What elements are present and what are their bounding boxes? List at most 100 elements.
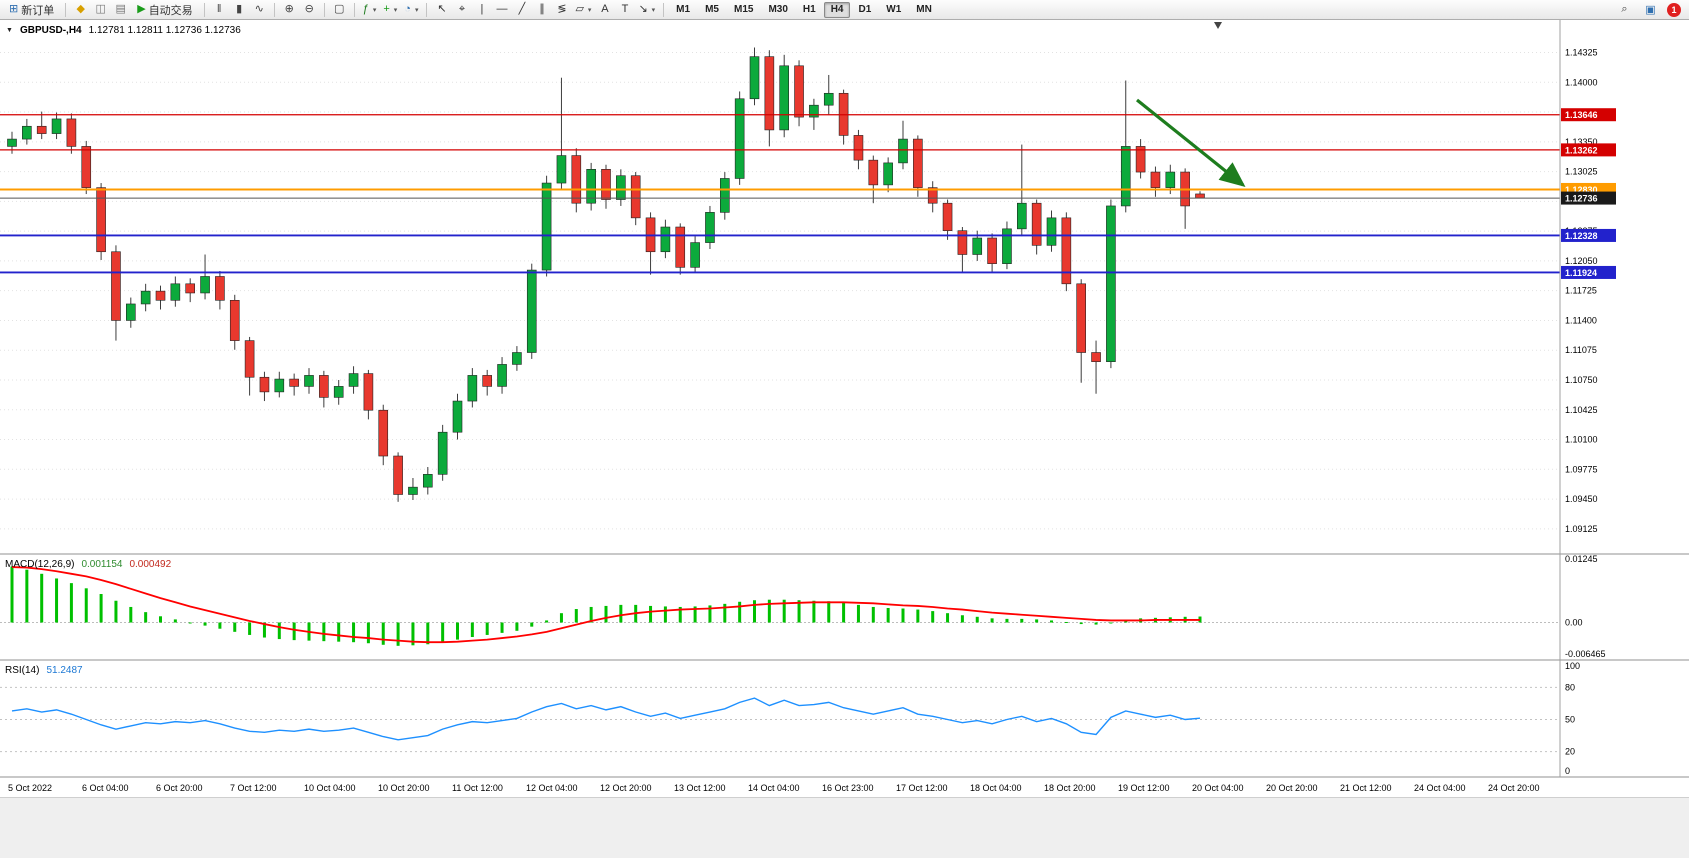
zoom-in-icon[interactable]: ⊕: [280, 1, 299, 18]
data-window-icon-glyph: ▤: [115, 3, 126, 15]
svg-text:16 Oct 23:00: 16 Oct 23:00: [822, 783, 874, 793]
toolbar-separator: [203, 2, 205, 17]
svg-text:20 Oct 04:00: 20 Oct 04:00: [1192, 783, 1244, 793]
trendline-icon[interactable]: ╱: [512, 1, 531, 18]
autochartist-icon[interactable]: ◆: [71, 1, 90, 18]
zoom-in-icon-glyph: ⊕: [284, 3, 294, 15]
timeframe-w1[interactable]: W1: [886, 4, 902, 15]
new-order-button[interactable]: ⊞ 新订单: [3, 1, 60, 18]
tile-windows-icon-glyph: ▢: [333, 3, 345, 15]
level-line-1.13262[interactable]: 1.13262: [0, 143, 1616, 157]
candles-series[interactable]: [7, 47, 1205, 502]
timeframe-h1[interactable]: H1: [802, 4, 816, 15]
timeframe-m30[interactable]: M30: [768, 4, 788, 15]
metaquotes-icon[interactable]: ▣: [1645, 4, 1656, 16]
svg-text:1.11725: 1.11725: [1565, 286, 1597, 296]
svg-text:1.13646: 1.13646: [1565, 110, 1598, 120]
macd-name: MACD(12,26,9): [5, 559, 75, 570]
svg-text:7 Oct 12:00: 7 Oct 12:00: [230, 783, 277, 793]
toolbar-separator: [273, 2, 275, 17]
bar-chart-icon[interactable]: ǁ: [210, 1, 229, 18]
crosshair-icon[interactable]: ⌖: [452, 1, 471, 18]
periods-icon[interactable]: ◔ ▾: [401, 1, 421, 18]
level-line-1.12736[interactable]: 1.12736: [0, 191, 1616, 205]
add-indicator-icon-glyph: +: [383, 3, 390, 15]
svg-text:1.12830: 1.12830: [1565, 185, 1598, 195]
svg-text:1.11075: 1.11075: [1565, 345, 1597, 355]
collapse-icon[interactable]: ▼: [6, 27, 13, 34]
svg-text:1.11924: 1.11924: [1565, 268, 1597, 278]
horizontal-line-icon[interactable]: ―: [492, 1, 511, 18]
trend-arrow-annotation[interactable]: [1135, 98, 1246, 188]
zoom-out-icon-glyph: ⊖: [304, 3, 314, 15]
svg-text:13 Oct 12:00: 13 Oct 12:00: [674, 783, 726, 793]
channel-icon[interactable]: ∥: [532, 1, 551, 18]
svg-text:0.00: 0.00: [1565, 618, 1583, 628]
search-icon[interactable]: ⌕: [1621, 3, 1628, 15]
tile-windows-icon[interactable]: ▢: [330, 1, 349, 18]
indicators-icon[interactable]: ƒ ▾: [360, 1, 380, 18]
new-order-button-label: 新订单: [21, 4, 55, 17]
svg-text:-0.006465: -0.006465: [1565, 649, 1606, 659]
line-chart-icon-glyph: ∿: [254, 3, 264, 15]
svg-text:6 Oct 20:00: 6 Oct 20:00: [156, 783, 203, 793]
candlestick-chart-icon[interactable]: ▮: [230, 1, 249, 18]
time-axis[interactable]: 5 Oct 2022 6 Oct 04:00 6 Oct 20:00 7 Oct 12…: [8, 783, 1540, 793]
macd-signal-line: [11, 566, 1201, 644]
fibonacci-icon[interactable]: ≶: [552, 1, 571, 18]
notification-badge[interactable]: 1: [1667, 2, 1681, 17]
toolbar-separator: [323, 2, 325, 17]
zoom-out-icon[interactable]: ⊖: [300, 1, 319, 18]
add-indicator-icon[interactable]: + ▾: [380, 1, 400, 18]
line-chart-icon[interactable]: ∿: [250, 1, 269, 18]
svg-text:6 Oct 04:00: 6 Oct 04:00: [82, 783, 129, 793]
price-chart[interactable]: 1.143251.140001.136751.133501.130251.127…: [0, 20, 1689, 797]
dropdown-caret-icon[interactable]: ▾: [393, 6, 398, 14]
arrows-icon[interactable]: ↘ ▾: [635, 1, 658, 18]
macd-indicator-label: MACD(12,26,9) 0.001154 0.000492: [5, 559, 171, 570]
svg-text:11 Oct 12:00: 11 Oct 12:00: [452, 783, 503, 793]
crosshair-icon-glyph: ⌖: [458, 3, 466, 15]
level-line-1.12830[interactable]: 1.12830: [0, 182, 1616, 196]
timeframe-h4[interactable]: H4: [823, 1, 851, 18]
dropdown-caret-icon[interactable]: ▾: [414, 6, 419, 14]
data-window-icon[interactable]: ▤: [111, 1, 130, 18]
status-area: [0, 797, 1689, 858]
svg-text:0: 0: [1565, 766, 1570, 776]
macd-signal-value: 0.000492: [129, 559, 172, 570]
timeframe-mn[interactable]: MN: [916, 4, 932, 15]
channel-icon-glyph: ∥: [539, 3, 545, 15]
cursor-icon[interactable]: ↖: [432, 1, 451, 18]
macd-main-value: 0.001154: [81, 559, 123, 570]
text-label-icon[interactable]: T: [615, 1, 634, 18]
svg-text:12 Oct 04:00: 12 Oct 04:00: [526, 783, 578, 793]
dropdown-caret-icon[interactable]: ▾: [587, 6, 592, 14]
level-line-1.12328[interactable]: 1.12328: [0, 228, 1616, 242]
profiles-icon[interactable]: ◫: [91, 1, 110, 18]
svg-text:5 Oct 2022: 5 Oct 2022: [8, 783, 52, 793]
level-line-1.13646[interactable]: 1.13646: [0, 108, 1616, 122]
timeframe-m5[interactable]: M5: [705, 4, 719, 15]
svg-text:1.13350: 1.13350: [1565, 137, 1598, 147]
level-line-1.11924[interactable]: 1.11924: [0, 265, 1616, 279]
timeframe-d1[interactable]: D1: [858, 4, 872, 15]
timeframe-m1[interactable]: M1: [676, 4, 691, 15]
svg-text:1.10100: 1.10100: [1565, 435, 1598, 445]
dropdown-caret-icon[interactable]: ▾: [651, 6, 656, 14]
timeframe-m15[interactable]: M15: [733, 4, 754, 15]
autochartist-icon-glyph: ◆: [76, 3, 85, 15]
svg-text:21 Oct 12:00: 21 Oct 12:00: [1340, 783, 1392, 793]
chart-shift-marker: [1214, 22, 1222, 29]
text-label-icon-glyph: T: [621, 3, 629, 15]
svg-text:80: 80: [1565, 682, 1575, 692]
periods-icon-glyph: ◔: [404, 3, 411, 15]
rsi-value: 51.2487: [46, 665, 83, 676]
toolbar-right-group: ⌕ ▣ 1: [1615, 1, 1686, 18]
auto-trading-button[interactable]: ▶ 自动交易: [131, 1, 198, 18]
dropdown-caret-icon[interactable]: ▾: [372, 6, 377, 14]
shapes-icon[interactable]: ▱ ▾: [572, 1, 594, 18]
price-grid: 1.143251.140001.136751.133501.130251.127…: [0, 48, 1598, 534]
vertical-line-icon[interactable]: |: [472, 1, 491, 18]
text-icon[interactable]: A: [595, 1, 614, 18]
rsi-indicator-label: RSI(14) 51.2487: [5, 665, 83, 676]
